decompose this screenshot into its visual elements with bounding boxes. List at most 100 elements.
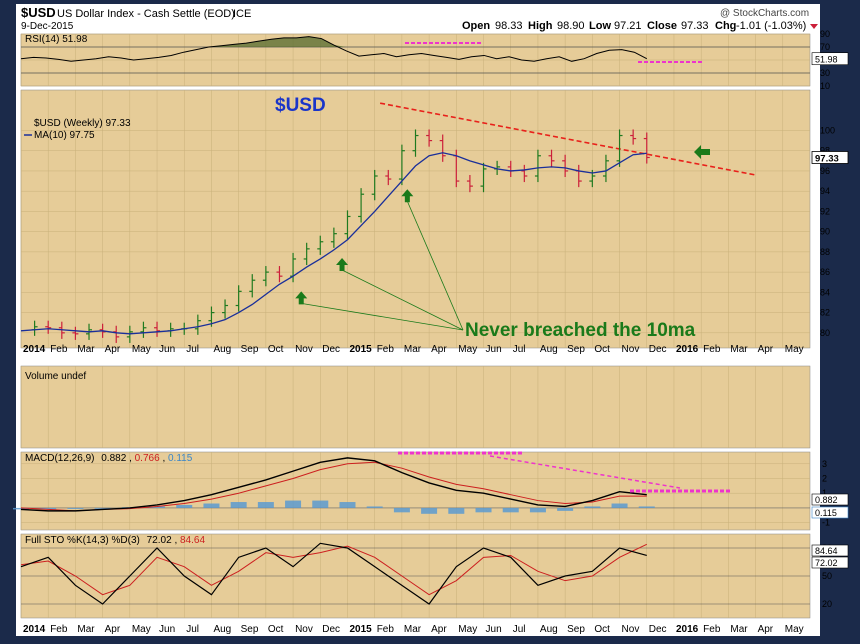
macd-histogram-bar xyxy=(94,507,111,509)
macd-histogram-bar xyxy=(557,507,574,511)
x-tick-label: Sep xyxy=(241,624,259,635)
sto-tick-label: 50 xyxy=(822,571,832,581)
x-tick-label: Apr xyxy=(431,624,447,635)
macd-histogram-bar xyxy=(584,506,601,508)
macd-series xyxy=(13,451,810,514)
annotation-text: Never breached the 10ma xyxy=(465,320,696,341)
macd-histogram-bar xyxy=(312,500,329,508)
macd-legend-signal: 0.766 xyxy=(135,453,160,464)
x-tick-label: Sep xyxy=(567,624,585,635)
macd-histogram-bar xyxy=(203,503,220,508)
macd-last-value-box xyxy=(811,493,849,506)
rsi-last-value: 51.98 xyxy=(815,55,838,65)
macd-histogram-bar xyxy=(13,507,29,510)
price-series xyxy=(20,102,756,343)
x-tick-label: Apr xyxy=(105,624,121,635)
price-tick-label: 92 xyxy=(820,206,830,216)
x-tick-label: Jun xyxy=(486,624,502,635)
price-tick-label: 82 xyxy=(820,308,830,318)
x-tick-label: Oct xyxy=(268,624,284,635)
x-tick-label: Nov xyxy=(295,624,313,635)
price-tick-label: 84 xyxy=(820,287,830,297)
macd-histogram-bar xyxy=(339,502,356,508)
price-title-overlay: $USD xyxy=(275,95,326,116)
symbol-label: $USD xyxy=(21,5,56,20)
price-tick-label: 90 xyxy=(820,227,830,237)
macd-histogram-bar xyxy=(475,507,492,513)
open-value: 98.33 xyxy=(495,20,523,32)
macd-histogram-bar xyxy=(448,507,465,514)
sto-tick-label: 20 xyxy=(822,599,832,609)
x-tick-label: May xyxy=(458,624,477,635)
macd-histogram-bar xyxy=(366,506,383,508)
rsi-tick-label: 90 xyxy=(820,29,830,39)
price-last-value-box xyxy=(811,151,849,164)
high-label: High xyxy=(528,20,553,32)
ohlc-readout: Open 98.33 High 98.90 Low 97.21 Close 97… xyxy=(462,20,818,32)
rsi-series xyxy=(20,36,810,74)
chg-label: Chg xyxy=(715,20,736,32)
price-tick-label: 96 xyxy=(820,166,830,176)
x-tick-label: Oct xyxy=(268,344,284,355)
x-tick-label: Oct xyxy=(594,624,610,635)
macd-tick-label: 2 xyxy=(822,473,827,483)
chg-value: -1.01 (-1.03%) xyxy=(736,20,806,32)
macd-histogram-bar xyxy=(393,507,410,513)
x-tick-label: Aug xyxy=(213,344,231,355)
x-tick-label: Aug xyxy=(213,624,231,635)
chart-date: 9-Dec-2015 xyxy=(21,21,74,32)
x-tick-label: Feb xyxy=(703,344,721,355)
axes: 2014 Feb Mar Apr May Jun Jul Aug Sep Oct Nov Dec 20 1… xyxy=(23,29,849,635)
x-tick-label: May xyxy=(132,344,151,355)
volume-legend: Volume undef xyxy=(25,371,86,382)
x-tick-label: 2014 xyxy=(23,624,46,635)
price-panel xyxy=(20,89,811,349)
macd-histogram-bar xyxy=(40,507,57,510)
macd-histogram-bar xyxy=(529,507,546,513)
macd-histogram-bar xyxy=(502,507,519,513)
close-label: Close xyxy=(647,20,677,32)
x-tick-label: May xyxy=(785,624,804,635)
x-tick-label: Jun xyxy=(486,344,502,355)
rsi-tick-label: 70 xyxy=(820,42,830,52)
macd-histogram-bar xyxy=(230,502,247,508)
x-tick-label: May xyxy=(785,344,804,355)
rsi-legend: RSI(14) 51.98 xyxy=(25,34,88,45)
x-tick-label: Sep xyxy=(241,344,259,355)
macd-histogram-bar xyxy=(611,503,628,508)
x-tick-label: Dec xyxy=(649,344,667,355)
x-tick-label: Apr xyxy=(758,344,774,355)
x-tick-label: Jun xyxy=(159,624,175,635)
x-tick-label: Apr xyxy=(758,624,774,635)
price-tick-label: 100 xyxy=(820,125,835,135)
annotation-leader-line xyxy=(301,303,464,331)
low-value: 97.21 xyxy=(614,20,642,32)
x-tick-label: Feb xyxy=(377,624,395,635)
x-tick-label: Feb xyxy=(377,344,395,355)
x-tick-label: Aug xyxy=(540,624,558,635)
sto-d-last-box xyxy=(811,544,849,557)
stochastic-series xyxy=(20,542,647,605)
x-tick-label: Feb xyxy=(50,624,68,635)
macd-line xyxy=(20,457,647,512)
sto-legend: Full STO %K(14,3) %D(3) 72.02 , 84.64 xyxy=(25,535,205,546)
macd-histogram-bar xyxy=(257,502,274,508)
macd-last-value: 0.882 xyxy=(815,495,838,505)
watermark: @ StockCharts.com xyxy=(720,8,809,19)
annotation-leader-line xyxy=(406,201,464,331)
rsi-tick-label: 10 xyxy=(820,81,830,91)
sto-legend-d: 84.64 xyxy=(180,535,205,546)
sto-d-line xyxy=(20,543,647,596)
up-arrow-icon xyxy=(336,258,349,272)
close-value: 97.33 xyxy=(681,20,709,32)
macd-legend-macd: 0.882 xyxy=(101,453,126,464)
volume-panel xyxy=(20,365,811,449)
x-tick-label: Mar xyxy=(730,624,748,635)
x-tick-label: Jul xyxy=(186,344,199,355)
x-tick-label: May xyxy=(458,344,477,355)
up-arrow-icon xyxy=(401,189,414,203)
x-tick-label: Dec xyxy=(649,624,667,635)
up-arrow-icon xyxy=(295,291,308,305)
